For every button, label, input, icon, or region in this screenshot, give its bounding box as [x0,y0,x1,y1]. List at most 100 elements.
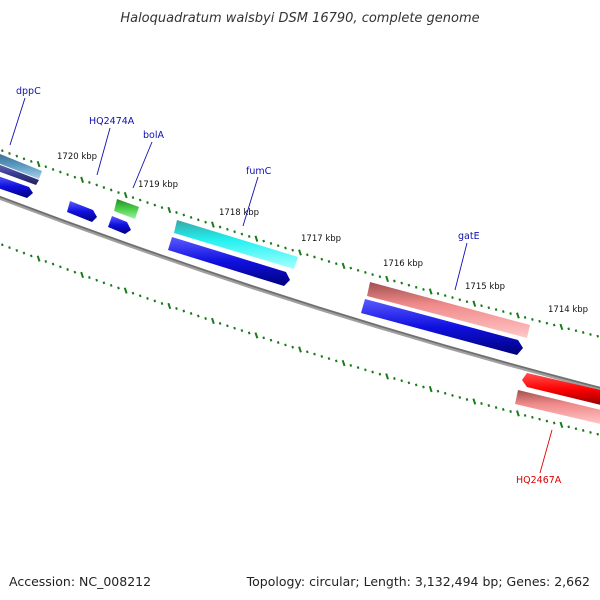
feature-reverse-right[interactable] [361,299,523,355]
upper-tick [559,323,564,331]
upper-tick [414,285,418,289]
lower-tick [218,321,222,325]
gene-label-HQ2474A[interactable]: HQ2474A [89,116,135,127]
upper-tick [102,186,106,189]
lower-tick [131,291,135,295]
lower-tick [581,429,585,432]
upper-tick [356,268,360,272]
lower-tick [480,402,483,405]
upper-tick [167,206,172,214]
lower-tick [428,385,433,393]
lower-tick [552,421,556,425]
lower-tick [341,359,346,367]
gene-label-HQ2467A[interactable]: HQ2467A [516,475,562,486]
lower-tick [349,363,353,367]
feature-HQ2474A[interactable] [67,201,97,222]
leader-dppC [9,97,26,146]
upper-tick [501,310,505,314]
feature-bolA[interactable] [114,199,139,219]
upper-tick [146,201,149,205]
feature-dppC-forward[interactable] [0,152,42,179]
lower-tick [284,343,287,347]
lower-tick [364,368,367,372]
lower-tick [254,332,259,339]
upper-tick [196,218,200,222]
gene-label-dppC[interactable]: dppC [16,86,41,97]
gene-label-fumC[interactable]: fumC [246,166,272,177]
feature-reverse-mid[interactable] [168,237,290,286]
upper-tick [131,196,135,200]
upper-tick [211,221,215,228]
lower-tick [407,381,411,385]
accession-text: Accession: NC_008212 [9,574,151,589]
lower-tick [276,341,280,344]
feature-gatE[interactable] [367,282,530,338]
feature-HQ2467A-red[interactable] [522,373,600,406]
upper-tick [589,332,592,336]
upper-tick [494,308,498,312]
gene-label-bolA[interactable]: bolA [143,130,164,141]
feature-dppC-reverse[interactable] [0,163,39,185]
upper-tick [545,321,549,325]
upper-tick [428,288,433,295]
upper-tick [451,296,454,300]
lower-tick [262,336,266,340]
gene-label-gatE[interactable]: gatE [458,231,480,242]
upper-tick [269,241,273,245]
lower-tick [36,255,41,262]
feature-reverse-left[interactable] [0,175,33,198]
upper-tick [393,279,396,283]
feature-fumC[interactable] [174,220,298,269]
feature-reverse-small[interactable] [108,216,131,234]
lower-tick [378,372,382,376]
upper-tick [240,232,244,236]
upper-tick [567,327,571,331]
lower-tick [400,379,404,383]
lower-tick [458,395,462,399]
lower-tick [44,259,48,263]
kbp-label-1717: 1717 kbp [301,234,341,244]
upper-tick [364,270,367,274]
lower-tick [123,287,128,294]
upper-tick [29,159,33,163]
upper-tick [378,275,382,279]
lower-tick [494,406,498,409]
upper-tick [320,257,324,261]
upper-tick [22,157,26,161]
upper-tick [189,215,193,219]
lower-tick [538,417,541,421]
lower-tick [559,421,564,429]
upper-tick [73,175,77,179]
lower-tick [334,359,338,363]
lower-tick [356,366,360,370]
upper-tick [262,239,266,243]
lower-tick [269,338,273,342]
upper-tick [95,183,99,187]
lower-tick [226,324,229,328]
feature-HQ2467A[interactable] [515,390,600,425]
lower-tick [51,262,55,266]
lower-tick [451,393,454,397]
lower-tick [146,296,149,300]
lower-tick [59,265,62,269]
upper-tick [313,255,316,259]
lower-tick [574,427,578,431]
upper-tick [341,262,346,270]
features [0,152,600,425]
lower-tick [298,346,302,353]
kbp-label-1714: 1714 kbp [548,305,588,315]
lower-tick [465,398,469,401]
upper-tick [226,227,229,231]
upper-tick [552,323,556,327]
lower-tick [567,425,571,429]
ticks-upper [0,149,600,338]
upper-tick [123,191,128,199]
upper-tick [247,234,251,238]
leader-bolA [132,141,153,189]
upper-tick [523,315,527,319]
lower-tick [102,281,106,285]
upper-tick [407,283,411,287]
upper-tick [254,235,259,242]
upper-tick [0,149,4,153]
upper-tick [531,317,534,321]
